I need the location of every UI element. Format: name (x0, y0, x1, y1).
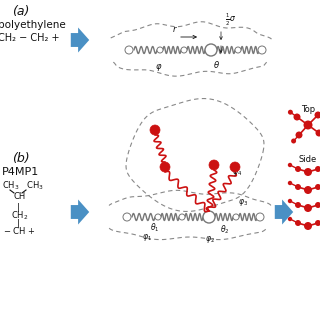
Circle shape (295, 184, 301, 190)
Circle shape (304, 168, 312, 176)
Circle shape (230, 162, 240, 172)
Text: $\varphi_1$: $\varphi_1$ (142, 232, 152, 243)
Circle shape (304, 204, 312, 212)
Circle shape (295, 202, 301, 208)
Circle shape (315, 184, 320, 190)
Text: (b): (b) (12, 152, 30, 165)
Text: |: | (17, 219, 20, 228)
Circle shape (123, 213, 131, 221)
Text: polyethylene: polyethylene (0, 20, 66, 30)
Circle shape (258, 46, 266, 54)
Circle shape (256, 213, 264, 221)
Circle shape (288, 110, 293, 115)
Circle shape (304, 222, 312, 230)
Circle shape (181, 47, 187, 53)
Circle shape (155, 214, 161, 220)
Circle shape (205, 44, 217, 56)
Text: $\varphi_2$: $\varphi_2$ (205, 234, 215, 245)
Text: $\varphi_3$: $\varphi_3$ (238, 196, 248, 207)
Circle shape (288, 181, 292, 185)
Circle shape (203, 211, 215, 223)
Text: $\varphi_4$: $\varphi_4$ (232, 166, 242, 178)
Text: (a): (a) (12, 5, 29, 18)
Circle shape (179, 214, 185, 220)
Circle shape (295, 132, 302, 139)
Circle shape (235, 47, 241, 53)
Circle shape (157, 47, 163, 53)
Circle shape (125, 46, 133, 54)
Circle shape (315, 111, 320, 118)
Text: CH: CH (14, 192, 26, 201)
Circle shape (288, 163, 292, 167)
Circle shape (315, 220, 320, 226)
Text: Top: Top (301, 105, 315, 114)
Circle shape (295, 166, 301, 172)
Circle shape (315, 166, 320, 172)
Circle shape (288, 217, 292, 221)
Text: |: | (17, 203, 20, 212)
Text: CH$_2$: CH$_2$ (11, 209, 28, 221)
Text: $\theta_2$: $\theta_2$ (220, 224, 230, 236)
Text: $-$ CH +: $-$ CH + (3, 225, 36, 236)
Circle shape (233, 214, 239, 220)
Text: $\varphi$: $\varphi$ (155, 62, 163, 73)
Text: Side: Side (299, 155, 317, 164)
Text: $r$: $r$ (172, 24, 178, 34)
Circle shape (293, 114, 300, 121)
Circle shape (295, 220, 301, 226)
Text: $\theta_1$: $\theta_1$ (150, 222, 160, 235)
Text: CH₂ − CH₂ +: CH₂ − CH₂ + (0, 33, 60, 43)
Circle shape (303, 121, 313, 130)
Circle shape (209, 160, 219, 170)
Text: $\frac{1}{2}\sigma$: $\frac{1}{2}\sigma$ (225, 12, 236, 28)
Circle shape (291, 139, 296, 143)
Text: $\theta$: $\theta$ (213, 59, 220, 70)
Circle shape (150, 125, 160, 135)
Circle shape (160, 162, 170, 172)
Circle shape (304, 186, 312, 194)
Circle shape (288, 199, 292, 203)
Text: CH$_3$   CH$_3$: CH$_3$ CH$_3$ (2, 180, 44, 193)
Text: P4MP1: P4MP1 (2, 167, 39, 177)
Circle shape (315, 202, 320, 208)
Circle shape (316, 130, 320, 137)
